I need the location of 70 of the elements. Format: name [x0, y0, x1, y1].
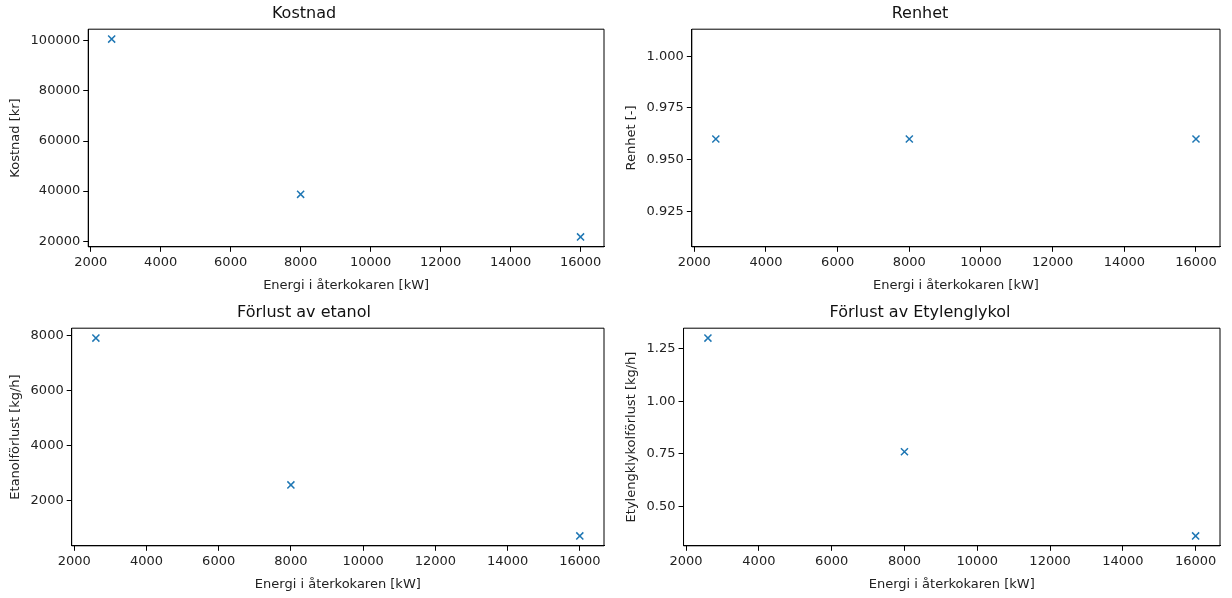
y-axis-title: Kostnad [kr] — [7, 98, 23, 178]
chart-title: Renhet — [891, 2, 949, 22]
y-tick-label: 1.000 — [646, 47, 684, 63]
x-tick-label: 14000 — [1103, 253, 1145, 269]
x-axis-title: Energi i återkokaren [kW] — [868, 575, 1035, 591]
y-tick-label: 2000 — [30, 492, 64, 508]
x-tick-label: 14000 — [486, 552, 529, 568]
y-tick-label: 80000 — [38, 82, 81, 98]
x-tick-label: 14000 — [489, 253, 532, 269]
chart-title: Förlust av etanol — [237, 301, 371, 321]
x-tick-label: 12000 — [414, 552, 457, 568]
point — [1191, 531, 1200, 541]
y-tick-label: 8000 — [30, 326, 64, 342]
y-axis-title: Etanolförlust [kg/h] — [7, 374, 23, 500]
y-tick-label: 1.00 — [646, 392, 676, 408]
y-tick-label: 40000 — [38, 182, 81, 198]
x-axis-title: Energi i återkokaren [kW] — [254, 575, 421, 591]
y-tick-label: 1.25 — [646, 339, 676, 355]
x-tick-label: 8000 — [892, 253, 926, 269]
y-tick-label: 100000 — [30, 32, 81, 48]
x-tick-label: 2000 — [74, 253, 108, 269]
x-axis-title: Energi i återkokaren [kW] — [872, 276, 1039, 292]
y-axis-title: Renhet [-] — [623, 105, 639, 171]
x-tick-label: 12000 — [419, 253, 462, 269]
x-axis-title: Energi i återkokaren [kW] — [263, 276, 430, 292]
x-tick-label: 10000 — [349, 253, 392, 269]
y-tick-label: 60000 — [38, 132, 81, 148]
x-tick-label: 6000 — [815, 552, 849, 568]
x-tick-label: 16000 — [1174, 552, 1217, 568]
point — [107, 34, 116, 44]
x-tick-label: 2000 — [669, 552, 703, 568]
x-tick-label: 10000 — [956, 552, 998, 568]
point — [296, 190, 305, 199]
x-tick-label: 16000 — [1175, 253, 1217, 269]
point — [576, 232, 585, 242]
y-tick-label: 0.75 — [646, 445, 676, 461]
x-tick-label: 16000 — [559, 552, 601, 568]
x-tick-label: 14000 — [1102, 552, 1144, 568]
x-tick-label: 4000 — [144, 253, 178, 269]
y-axis-title: Etylengklykolförlust [kg/h] — [623, 351, 639, 523]
x-tick-label: 10000 — [960, 253, 1002, 269]
x-tick-label: 10000 — [342, 552, 384, 568]
y-tick-label: 20000 — [38, 232, 81, 248]
point — [900, 447, 909, 457]
x-tick-label: 6000 — [214, 253, 248, 269]
point — [703, 333, 713, 343]
x-tick-label: 6000 — [821, 253, 855, 269]
x-tick-label: 2000 — [677, 253, 711, 269]
x-tick-label: 16000 — [559, 253, 602, 269]
x-tick-label: 6000 — [202, 552, 236, 568]
x-tick-label: 8000 — [284, 253, 318, 269]
y-tick-label: 0.975 — [646, 99, 684, 115]
x-tick-label: 12000 — [1031, 253, 1074, 269]
x-tick-label: 12000 — [1029, 552, 1071, 568]
y-tick-label: 6000 — [30, 381, 64, 397]
x-tick-label: 4000 — [742, 552, 776, 568]
y-tick-label: 0.925 — [646, 202, 684, 218]
chart-title: Kostnad — [271, 2, 337, 22]
point — [286, 480, 296, 490]
point — [575, 531, 585, 541]
x-tick-label: 8000 — [274, 552, 308, 568]
point — [91, 333, 101, 343]
chart-title: Förlust av Etylenglykol — [829, 301, 1011, 321]
y-tick-label: 0.50 — [646, 497, 676, 513]
x-tick-label: 4000 — [129, 552, 163, 568]
x-tick-label: 2000 — [57, 552, 91, 568]
x-tick-label: 8000 — [887, 552, 922, 568]
x-tick-label: 4000 — [749, 253, 783, 269]
y-tick-label: 0.950 — [646, 151, 684, 167]
y-tick-label: 4000 — [30, 436, 64, 452]
